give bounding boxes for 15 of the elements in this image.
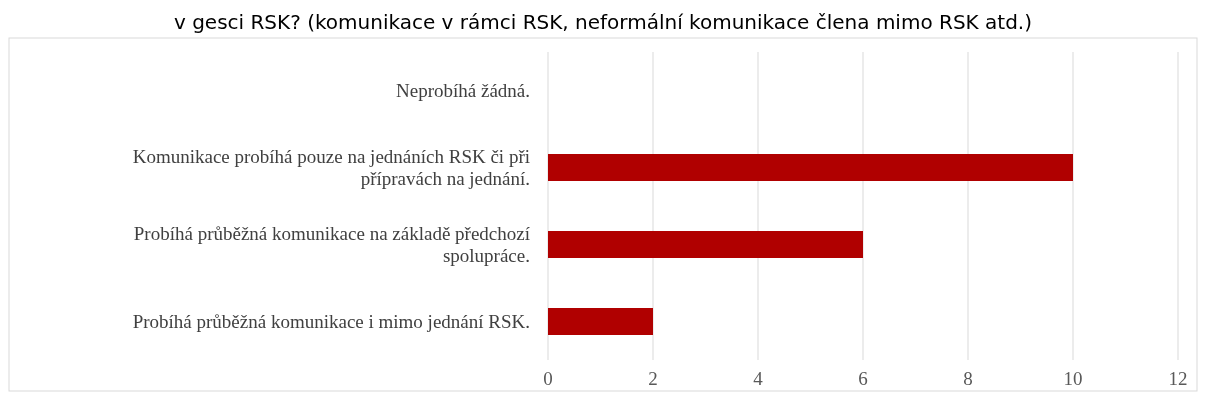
x-tick-label: 0 [543,368,553,389]
y-tick-label: Probíhá průběžná komunikace i mimo jednání RSK. [132,310,530,332]
y-tick-label: Probíhá průběžná komunikace na základě předchozí spolupráce. [133,222,531,266]
x-tick-label: 12 [1168,368,1188,389]
bar [548,154,1073,181]
y-tick-label: Neprobíhá žádná. [396,79,530,101]
bar [548,231,863,258]
x-tick-label: 2 [648,368,658,389]
x-tick-label: 4 [753,368,764,389]
x-tick-label: 10 [1063,368,1083,389]
chart-title: v gesci RSK? (komunikace v rámci RSK, neformální komunikace člena mimo RSK atd.) [173,10,1033,34]
y-tick-label: Komunikace probíhá pouze na jednáních RSK či při přípravách na jednání. [132,145,530,189]
bar [548,308,653,335]
x-tick-label: 8 [963,368,973,389]
x-tick-label: 6 [858,368,868,389]
